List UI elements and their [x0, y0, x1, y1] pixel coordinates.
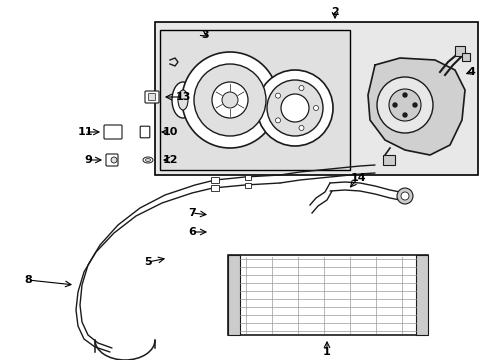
Circle shape: [412, 103, 416, 107]
FancyBboxPatch shape: [145, 91, 159, 103]
Bar: [415, 255, 427, 335]
Circle shape: [402, 113, 406, 117]
Circle shape: [400, 192, 408, 200]
FancyBboxPatch shape: [140, 126, 149, 138]
Bar: [244, 183, 250, 188]
Polygon shape: [367, 58, 464, 155]
Bar: [160, 30, 349, 170]
Circle shape: [281, 94, 308, 122]
Circle shape: [111, 157, 117, 163]
Text: 3: 3: [201, 30, 208, 40]
Ellipse shape: [142, 157, 153, 163]
FancyBboxPatch shape: [106, 154, 118, 166]
Bar: [210, 177, 219, 183]
Text: 5: 5: [144, 257, 151, 267]
Circle shape: [257, 70, 332, 146]
Text: 13: 13: [175, 92, 190, 102]
Text: 10: 10: [162, 127, 177, 137]
Text: 2: 2: [330, 7, 338, 17]
Bar: [227, 255, 240, 335]
Circle shape: [275, 93, 280, 98]
Text: 7: 7: [188, 208, 196, 218]
Ellipse shape: [178, 90, 187, 110]
Circle shape: [402, 93, 406, 97]
Circle shape: [313, 105, 318, 111]
Bar: [454, 46, 464, 56]
Circle shape: [275, 118, 280, 123]
Text: 4: 4: [466, 67, 474, 77]
Bar: [210, 185, 219, 191]
Text: 1: 1: [323, 347, 330, 357]
Bar: [155, 22, 477, 175]
Text: 12: 12: [162, 155, 177, 165]
Circle shape: [298, 86, 304, 90]
Circle shape: [396, 188, 412, 204]
Bar: [382, 155, 394, 165]
Circle shape: [212, 82, 247, 118]
Text: 6: 6: [188, 227, 196, 237]
Circle shape: [376, 77, 432, 133]
Circle shape: [194, 64, 265, 136]
Bar: [461, 53, 469, 61]
Text: 8: 8: [24, 275, 32, 285]
FancyBboxPatch shape: [148, 94, 155, 100]
Text: 14: 14: [349, 173, 365, 183]
Circle shape: [388, 89, 420, 121]
Bar: [227, 255, 427, 335]
Ellipse shape: [172, 82, 194, 118]
Circle shape: [222, 92, 238, 108]
Text: 9: 9: [84, 155, 92, 165]
Circle shape: [392, 103, 396, 107]
Bar: [244, 175, 250, 180]
Circle shape: [182, 52, 278, 148]
Ellipse shape: [145, 158, 150, 162]
Text: 11: 11: [77, 127, 93, 137]
Circle shape: [298, 126, 304, 130]
Circle shape: [266, 80, 323, 136]
FancyBboxPatch shape: [104, 125, 122, 139]
